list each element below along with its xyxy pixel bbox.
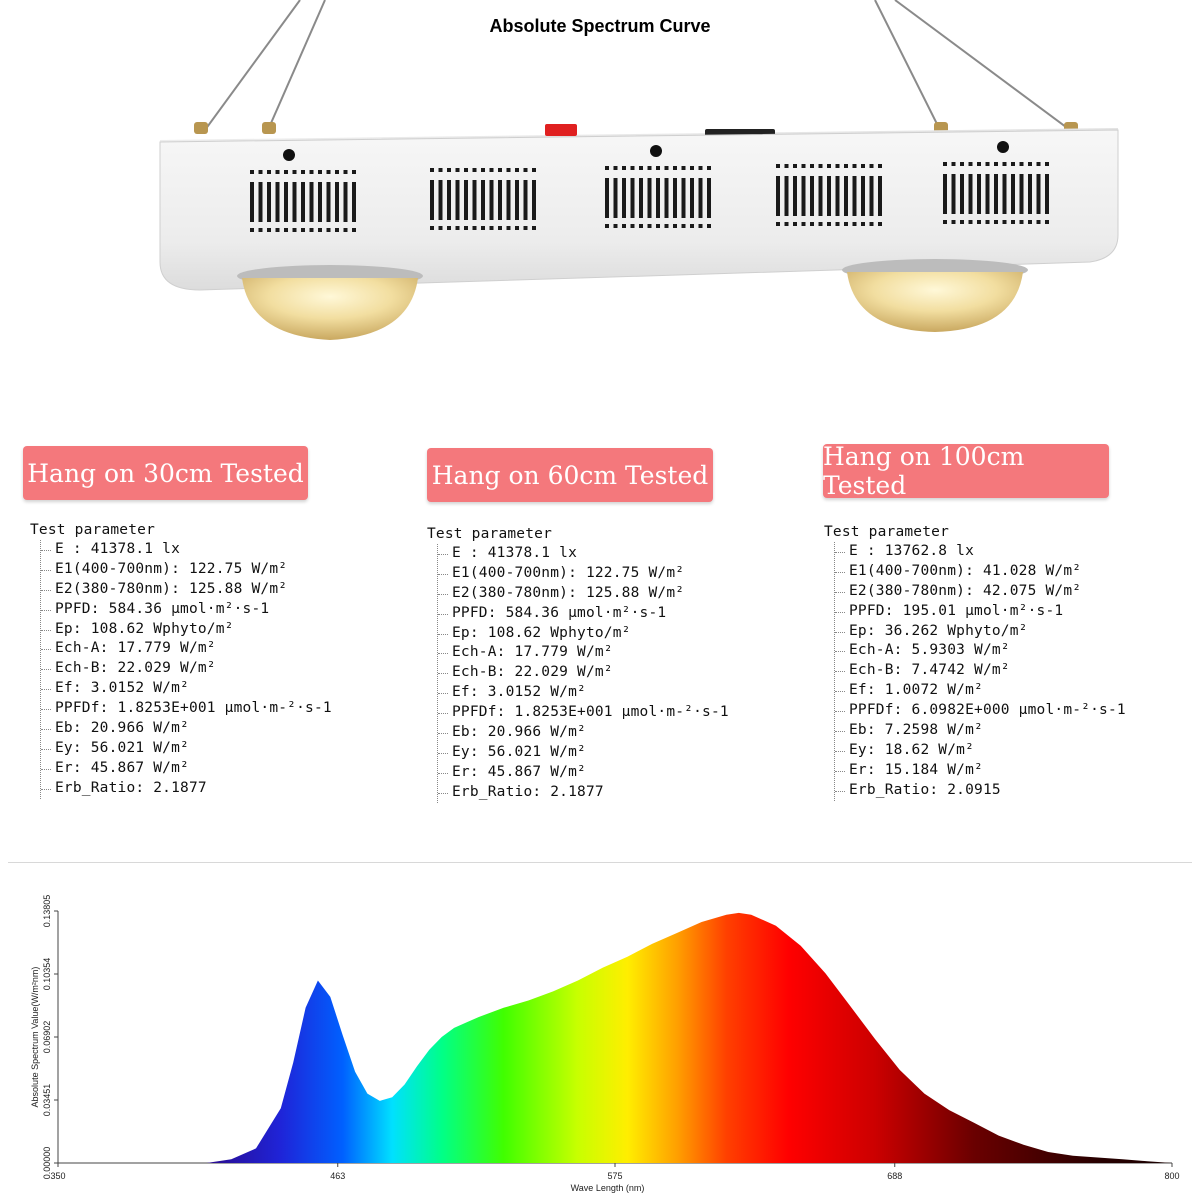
param-row: Ep: 108.62 Wphyto/m² xyxy=(438,624,729,644)
param-row: Ech-A: 17.779 W/m² xyxy=(438,643,729,663)
spectrum-chart: 350 463 575 688 800 0.00000 0.03451 0.06902 0.10… xyxy=(8,862,1192,1201)
param-row: Ech-B: 22.029 W/m² xyxy=(41,659,332,679)
param-row: E : 13762.8 lx xyxy=(835,542,1126,562)
param-row: E1(400-700nm): 122.75 W/m² xyxy=(438,564,729,584)
badge-60cm-label: Hang on 60cm Tested xyxy=(431,460,709,490)
param-row: Ep: 36.262 Wphyto/m² xyxy=(835,622,1126,642)
param-row: E1(400-700nm): 41.028 W/m² xyxy=(835,562,1126,582)
param-row: Er: 45.867 W/m² xyxy=(438,763,729,783)
test-params-60cm: Test parameter E : 41378.1 lx E1(400-700nm… xyxy=(427,524,729,803)
param-row: Er: 45.867 W/m² xyxy=(41,759,332,779)
indicator-dots xyxy=(283,141,1009,161)
badge-60cm: Hang on 60cm Tested xyxy=(427,448,713,502)
params-title: Test parameter xyxy=(427,526,553,542)
param-row: E1(400-700nm): 122.75 W/m² xyxy=(41,560,332,580)
param-row: Erb_Ratio: 2.1877 xyxy=(41,779,332,799)
power-switch xyxy=(545,124,577,136)
cob-dome-left xyxy=(237,265,423,340)
param-row: PPFDf: 1.8253E+001 μmol·m-²·s-1 xyxy=(41,699,332,719)
param-row: Ep: 108.62 Wphyto/m² xyxy=(41,620,332,640)
x-tick-label: 575 xyxy=(607,1171,622,1181)
param-row: PPFDf: 1.8253E+001 μmol·m-²·s-1 xyxy=(438,703,729,723)
param-row: Erb_Ratio: 2.1877 xyxy=(438,783,729,803)
y-axis-label: Absolute Spectrum Value(W/m²nm) xyxy=(30,966,40,1108)
params-list: E : 13762.8 lx E1(400-700nm): 41.028 W/m²… xyxy=(834,542,1126,801)
chart-title: Absolute Spectrum Curve xyxy=(489,16,711,36)
param-row: PPFD: 195.01 μmol·m²·s-1 xyxy=(835,602,1126,622)
vent-slots xyxy=(250,162,1049,232)
badge-100cm: Hang on 100cm Tested xyxy=(823,442,1109,500)
badge-30cm: Hang on 30cm Tested xyxy=(23,446,308,500)
param-row: PPFDf: 6.0982E+000 μmol·m-²·s-1 xyxy=(835,701,1126,721)
param-row: Eb: 20.966 W/m² xyxy=(438,723,729,743)
x-axis-label: Wave Length (nm) xyxy=(570,1183,645,1193)
params-title: Test parameter xyxy=(30,522,156,538)
param-row: Eb: 7.2598 W/m² xyxy=(835,721,1126,741)
spectrum-area xyxy=(206,912,1172,1163)
params-list: E : 41378.1 lx E1(400-700nm): 122.75 W/m²… xyxy=(40,540,332,799)
param-row: Ech-B: 22.029 W/m² xyxy=(438,663,729,683)
param-row: E : 41378.1 lx xyxy=(41,540,332,560)
y-tick-label: 0.13805 xyxy=(42,895,52,928)
cob-dome-right xyxy=(842,259,1028,332)
param-row: Ech-B: 7.4742 W/m² xyxy=(835,661,1126,681)
param-row: Er: 15.184 W/m² xyxy=(835,761,1126,781)
param-row: Ech-A: 17.779 W/m² xyxy=(41,639,332,659)
param-row: Erb_Ratio: 2.0915 xyxy=(835,781,1126,801)
param-row: Ef: 3.0152 W/m² xyxy=(438,683,729,703)
y-tick-label: 0.10354 xyxy=(42,958,52,991)
test-params-100cm: Test parameter E : 13762.8 lx E1(400-700nm… xyxy=(824,522,1126,801)
x-tick-label: 463 xyxy=(330,1171,345,1181)
x-tick-label: 350 xyxy=(50,1171,65,1181)
test-params-30cm: Test parameter E : 41378.1 lx E1(400-700nm… xyxy=(30,520,332,799)
param-row: Ey: 56.021 W/m² xyxy=(438,743,729,763)
x-tick-label: 800 xyxy=(1164,1171,1179,1181)
spectrum-chart-svg: 350 463 575 688 800 0.00000 0.03451 0.06902 0.10… xyxy=(42,895,1180,1181)
param-row: E2(380-780nm): 125.88 W/m² xyxy=(41,580,332,600)
badge-30cm-label: Hang on 30cm Tested xyxy=(27,458,304,488)
param-row: Eb: 20.966 W/m² xyxy=(41,719,332,739)
y-tick-label: 0.06902 xyxy=(42,1021,52,1054)
x-tick-label: 688 xyxy=(887,1171,902,1181)
param-row: E : 41378.1 lx xyxy=(438,544,729,564)
param-row: PPFD: 584.36 μmol·m²·s-1 xyxy=(41,600,332,620)
y-tick-label: 0.00000 xyxy=(42,1147,52,1180)
badge-100cm-label: Hang on 100cm Tested xyxy=(823,442,1025,500)
param-row: Ey: 18.62 W/m² xyxy=(835,741,1126,761)
y-tick-label: 0.03451 xyxy=(42,1084,52,1117)
param-row: PPFD: 584.36 μmol·m²·s-1 xyxy=(438,604,729,624)
params-list: E : 41378.1 lx E1(400-700nm): 122.75 W/m²… xyxy=(437,544,729,803)
param-row: Ef: 1.0072 W/m² xyxy=(835,681,1126,701)
hanging-wires xyxy=(204,0,1071,131)
param-row: E2(380-780nm): 125.88 W/m² xyxy=(438,584,729,604)
grow-light-fixture-image xyxy=(159,0,1119,340)
param-row: Ey: 56.021 W/m² xyxy=(41,739,332,759)
param-row: Ef: 3.0152 W/m² xyxy=(41,679,332,699)
params-title: Test parameter xyxy=(824,524,950,540)
param-row: E2(380-780nm): 42.075 W/m² xyxy=(835,582,1126,602)
param-row: Ech-A: 5.9303 W/m² xyxy=(835,641,1126,661)
